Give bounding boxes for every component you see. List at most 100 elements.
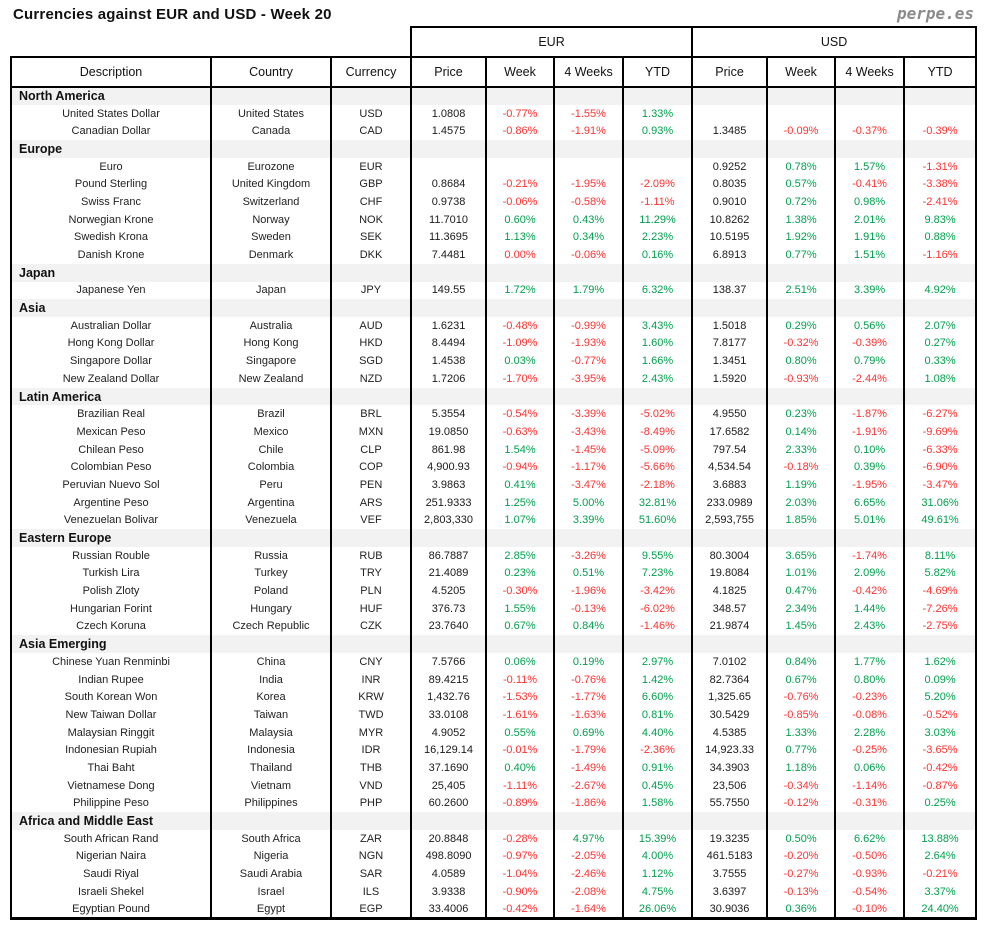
- cell-eur-4weeks: 3.39%: [553, 511, 625, 530]
- cell-usd-week: 2.34%: [766, 599, 837, 618]
- cell-eur-ytd: 0.81%: [622, 706, 694, 724]
- cell-description: Swedish Krona: [10, 228, 212, 247]
- currency-table: EUR USD Description Country Currency Pri…: [10, 26, 978, 920]
- section-cell-blank: [410, 299, 488, 317]
- section-cell-blank: [834, 529, 906, 547]
- cell-description: Malaysian Ringgit: [10, 723, 212, 742]
- cell-country: Australia: [210, 316, 332, 335]
- section-cell-blank: [485, 263, 556, 282]
- cell-currency-code: EGP: [329, 900, 413, 920]
- site-logo-link[interactable]: perpe.es: [896, 4, 974, 23]
- cell-country: New Zealand: [210, 370, 332, 388]
- cell-currency-code: BRL: [329, 405, 413, 424]
- cell-usd-week: 1.85%: [766, 511, 837, 530]
- section-cell-blank: [410, 140, 488, 158]
- cell-eur-week: -0.30%: [485, 582, 556, 600]
- cell-eur-4weeks: -3.95%: [553, 370, 625, 388]
- cell-usd-price: 3.6397: [691, 882, 769, 901]
- cell-description: Canadian Dollar: [10, 122, 212, 141]
- cell-eur-4weeks: 5.00%: [553, 493, 625, 512]
- currency-row: Egyptian Pound Egypt EGP 33.4006 -0.42% -1.64…: [10, 900, 978, 920]
- cell-eur-price: 89.4215: [410, 670, 488, 689]
- cell-description: Russian Rouble: [10, 546, 212, 565]
- cell-usd-ytd: -1.16%: [903, 246, 978, 264]
- cell-eur-price: 4.0589: [410, 865, 488, 883]
- section-cell-blank: [485, 635, 556, 653]
- currency-row: Danish Krone Denmark DKK 7.4481 0.00% -0.06% 0…: [10, 246, 978, 264]
- section-cell-blank: [410, 387, 488, 406]
- cell-eur-ytd: -3.42%: [622, 582, 694, 600]
- cell-eur-ytd: -5.66%: [622, 458, 694, 477]
- cell-usd-week: 2.33%: [766, 440, 837, 459]
- cell-usd-week: 1.33%: [766, 723, 837, 742]
- cell-eur-week: -0.97%: [485, 847, 556, 866]
- cell-country: Indonesia: [210, 741, 332, 760]
- section-cell-blank: [622, 635, 694, 653]
- section-cell-blank: [410, 87, 488, 105]
- cell-currency-code: ZAR: [329, 829, 413, 848]
- cell-country: Singapore: [210, 352, 332, 370]
- cell-usd-price: 55.7550: [691, 794, 769, 813]
- cell-country: Chile: [210, 440, 332, 459]
- cell-eur-ytd: -1.11%: [622, 193, 694, 211]
- cell-eur-4weeks: 0.19%: [553, 653, 625, 671]
- currency-row: Swedish Krona Sweden SEK 11.3695 1.13% 0.34% 2…: [10, 228, 978, 247]
- cell-usd-price: 0.9252: [691, 157, 769, 176]
- cell-eur-4weeks: -0.58%: [553, 193, 625, 211]
- cell-usd-4weeks: 5.01%: [834, 511, 906, 530]
- cell-eur-week: -1.09%: [485, 334, 556, 353]
- cell-eur-4weeks: -2.08%: [553, 882, 625, 901]
- cell-eur-week: -1.11%: [485, 776, 556, 795]
- cell-usd-4weeks: 0.79%: [834, 352, 906, 370]
- cell-usd-week: -0.12%: [766, 794, 837, 813]
- currency-row: Malaysian Ringgit Malaysia MYR 4.9052 0.55% 0…: [10, 723, 978, 742]
- cell-eur-week: -1.61%: [485, 706, 556, 724]
- cell-country: Nigeria: [210, 847, 332, 866]
- currency-row: Czech Koruna Czech Republic CZK 23.7640 0.67…: [10, 617, 978, 636]
- cell-currency-code: NZD: [329, 370, 413, 388]
- cell-usd-week: 0.36%: [766, 900, 837, 920]
- section-cell-blank: [834, 87, 906, 105]
- cell-usd-ytd: -0.42%: [903, 759, 978, 777]
- cell-usd-price: 7.8177: [691, 334, 769, 353]
- section-cell-blank: [210, 263, 332, 282]
- cell-currency-code: PEN: [329, 476, 413, 494]
- cell-country: South Africa: [210, 829, 332, 848]
- cell-usd-4weeks: -0.93%: [834, 865, 906, 883]
- cell-eur-week: -0.86%: [485, 122, 556, 141]
- cell-currency-code: SEK: [329, 228, 413, 247]
- cell-description: United States Dollar: [10, 104, 212, 123]
- section-cell-blank: [210, 387, 332, 406]
- section-cell-blank: [553, 299, 625, 317]
- section-cell-blank: [622, 87, 694, 105]
- column-header-eur-week: Week: [485, 56, 556, 88]
- cell-country: Colombia: [210, 458, 332, 477]
- cell-eur-price: 2,803,330: [410, 511, 488, 530]
- cell-eur-price: 23.7640: [410, 617, 488, 636]
- cell-currency-code: ILS: [329, 882, 413, 901]
- cell-usd-ytd: 8.11%: [903, 546, 978, 565]
- cell-currency-code: INR: [329, 670, 413, 689]
- cell-eur-4weeks: -3.43%: [553, 423, 625, 441]
- cell-eur-ytd: 2.23%: [622, 228, 694, 247]
- cell-country: Turkey: [210, 564, 332, 583]
- cell-usd-price: 233.0989: [691, 493, 769, 512]
- cell-usd-4weeks: 0.39%: [834, 458, 906, 477]
- cell-eur-week: -0.90%: [485, 882, 556, 901]
- cell-usd-4weeks: 6.62%: [834, 829, 906, 848]
- cell-currency-code: NGN: [329, 847, 413, 866]
- cell-country: Norway: [210, 210, 332, 229]
- cell-eur-4weeks: 0.51%: [553, 564, 625, 583]
- cell-description: Chilean Peso: [10, 440, 212, 459]
- cell-country: Japan: [210, 281, 332, 300]
- currency-row: Russian Rouble Russia RUB 86.7887 2.85% -3.26…: [10, 546, 978, 565]
- cell-usd-4weeks: 3.39%: [834, 281, 906, 300]
- cell-eur-price: 21.4089: [410, 564, 488, 583]
- cell-description: Australian Dollar: [10, 316, 212, 335]
- cell-eur-4weeks: -1.17%: [553, 458, 625, 477]
- cell-usd-4weeks: 2.01%: [834, 210, 906, 229]
- cell-eur-ytd: 0.45%: [622, 776, 694, 795]
- currency-row: United States Dollar United States USD 1.08…: [10, 104, 978, 123]
- cell-country: Israel: [210, 882, 332, 901]
- cell-usd-week: -0.85%: [766, 706, 837, 724]
